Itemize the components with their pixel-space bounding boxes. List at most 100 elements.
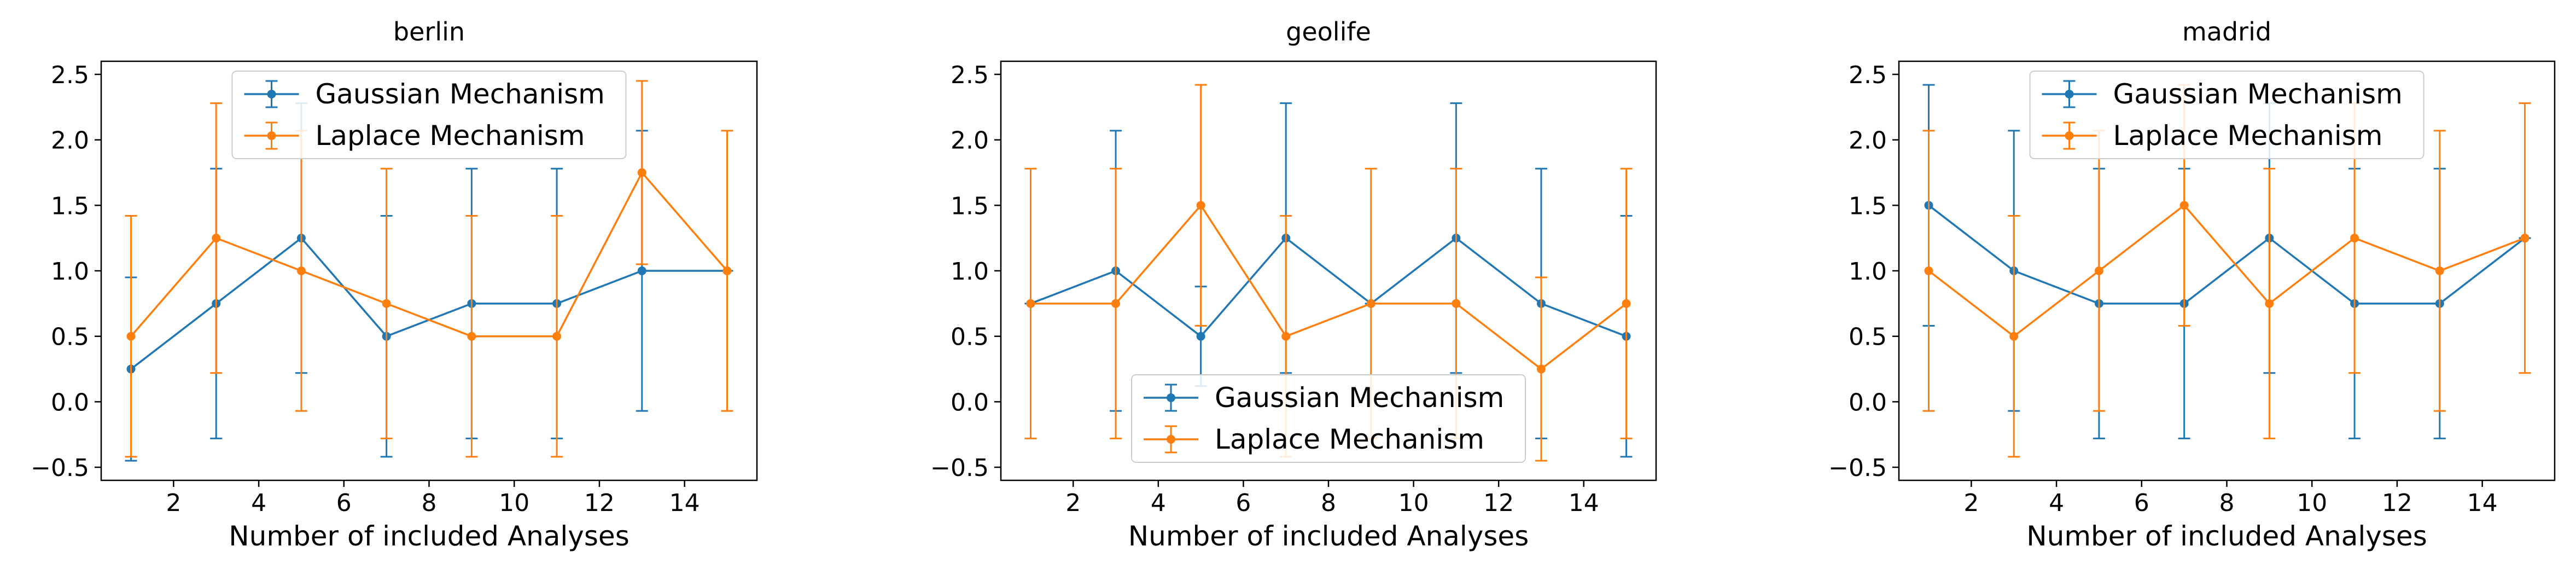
x-tick-label: 4 — [251, 489, 266, 517]
data-point — [637, 168, 646, 177]
y-tick-label: 2.5 — [951, 61, 989, 89]
x-tick-label: 8 — [422, 489, 437, 517]
chart-panel-geolife: geolife 2 4 6 8 10 12 14 −0.5 0.0 0.5 1.0 1.5 2.0 2.5 N… — [930, 17, 1657, 552]
legend-marker — [2065, 131, 2074, 140]
y-tick-label: 0.5 — [951, 323, 989, 351]
y-tick-label: 1.0 — [951, 258, 989, 286]
x-tick-label: 10 — [1398, 489, 1429, 517]
y-tick-label: 1.5 — [51, 192, 89, 220]
data-point — [382, 299, 391, 308]
x-tick-label: 6 — [1235, 489, 1251, 517]
data-point — [2179, 201, 2189, 210]
x-tick-label: 2 — [166, 489, 181, 517]
data-point — [1026, 299, 1035, 308]
data-point — [2009, 332, 2019, 341]
data-point — [1622, 299, 1631, 308]
data-point — [212, 234, 221, 243]
data-point — [1196, 201, 1205, 210]
legend-box — [231, 71, 627, 159]
data-point — [1111, 299, 1121, 308]
legend: Gaussian Mechanism Laplace Mechanism — [1131, 374, 1526, 463]
x-tick-label: 12 — [2382, 489, 2412, 517]
data-point — [296, 266, 306, 275]
x-tick-label: 4 — [1151, 489, 1166, 517]
y-tick-label: 2.0 — [1849, 127, 1887, 155]
legend-marker — [2065, 90, 2074, 98]
legend-box — [1131, 374, 1526, 463]
x-axis-label: Number of included Analyses — [2026, 520, 2427, 552]
legend-marker — [1167, 435, 1175, 444]
x-tick-label: 14 — [2467, 489, 2498, 517]
y-tick-label: 1.0 — [1849, 258, 1887, 286]
series-line — [1928, 204, 2526, 305]
data-point — [1281, 332, 1291, 341]
legend-marker — [267, 90, 276, 98]
y-tick-label: 0.0 — [1849, 388, 1887, 416]
legend-label-gaussian: Gaussian Mechanism — [316, 78, 605, 110]
y-tick-label: −0.5 — [930, 454, 989, 482]
series-line — [130, 171, 728, 338]
x-tick-label: 2 — [1065, 489, 1081, 517]
y-tick-label: 2.5 — [51, 61, 89, 89]
data-point — [552, 332, 562, 341]
y-tick-label: −0.5 — [1828, 454, 1887, 482]
y-tick-label: 0.5 — [1849, 323, 1887, 351]
x-tick-label: 4 — [2049, 489, 2064, 517]
x-tick-label: 10 — [2297, 489, 2327, 517]
y-tick-label: 2.0 — [951, 127, 989, 155]
data-point — [722, 266, 732, 275]
y-tick-label: 0.0 — [951, 388, 989, 416]
data-point — [1536, 364, 1546, 374]
legend-label-laplace: Laplace Mechanism — [2113, 120, 2383, 152]
legend-marker — [267, 131, 276, 140]
x-axis-label: Number of included Analyses — [229, 520, 630, 552]
x-tick-label: 8 — [1321, 489, 1336, 517]
series-line — [1928, 204, 2526, 338]
data-point — [1366, 299, 1376, 308]
y-tick-label: −0.5 — [31, 454, 89, 482]
series-laplace — [1922, 84, 2531, 458]
x-tick-label: 6 — [336, 489, 352, 517]
series-line — [1030, 236, 1627, 338]
x-axis-label: Number of included Analyses — [1128, 520, 1529, 552]
legend-label-laplace: Laplace Mechanism — [1215, 423, 1484, 455]
chart-panel-madrid: madrid 2 4 6 8 10 12 14 −0.5 0.0 0.5 1.0 1.5 2.0 2.5 Nu… — [1828, 17, 2556, 552]
data-point — [1452, 299, 1461, 308]
x-tick-label: 10 — [499, 489, 529, 517]
data-point — [2350, 234, 2359, 243]
data-point — [1924, 266, 1933, 275]
legend-marker — [1167, 393, 1175, 402]
x-tick-label: 14 — [1569, 489, 1599, 517]
data-point — [2520, 234, 2530, 243]
chart-title: madrid — [2182, 17, 2271, 47]
legend-label-gaussian: Gaussian Mechanism — [1215, 382, 1504, 414]
y-tick-label: 2.5 — [1849, 61, 1887, 89]
x-tick-label: 2 — [1963, 489, 1979, 517]
x-tick-label: 12 — [1483, 489, 1514, 517]
data-point — [126, 332, 136, 341]
chart-title: berlin — [393, 17, 465, 47]
data-point — [2094, 266, 2103, 275]
legend-label-laplace: Laplace Mechanism — [316, 120, 585, 152]
chart-title: geolife — [1286, 17, 1371, 47]
series-line — [1030, 204, 1627, 370]
legend: Gaussian Mechanism Laplace Mechanism — [2029, 71, 2425, 159]
y-tick-label: 2.0 — [51, 127, 89, 155]
x-tick-label: 8 — [2219, 489, 2235, 517]
x-tick-label: 6 — [2134, 489, 2149, 517]
data-point — [1196, 332, 1205, 341]
series-laplace — [125, 80, 733, 458]
legend-box — [2029, 71, 2425, 159]
x-tick-label: 14 — [669, 489, 700, 517]
data-point — [2435, 266, 2444, 275]
y-tick-label: 0.0 — [51, 388, 89, 416]
y-tick-label: 0.5 — [51, 323, 89, 351]
y-tick-label: 1.0 — [51, 258, 89, 286]
data-point — [637, 266, 646, 275]
legend-label-gaussian: Gaussian Mechanism — [2113, 78, 2403, 110]
x-tick-label: 12 — [584, 489, 615, 517]
chart-panel-berlin: berlin 2 4 6 8 10 12 14 −0.5 0.0 0.5 1.0 1.5 2.0 2.5 Nu… — [31, 17, 758, 552]
legend: Gaussian Mechanism Laplace Mechanism — [231, 71, 627, 159]
y-tick-label: 1.5 — [951, 192, 989, 220]
